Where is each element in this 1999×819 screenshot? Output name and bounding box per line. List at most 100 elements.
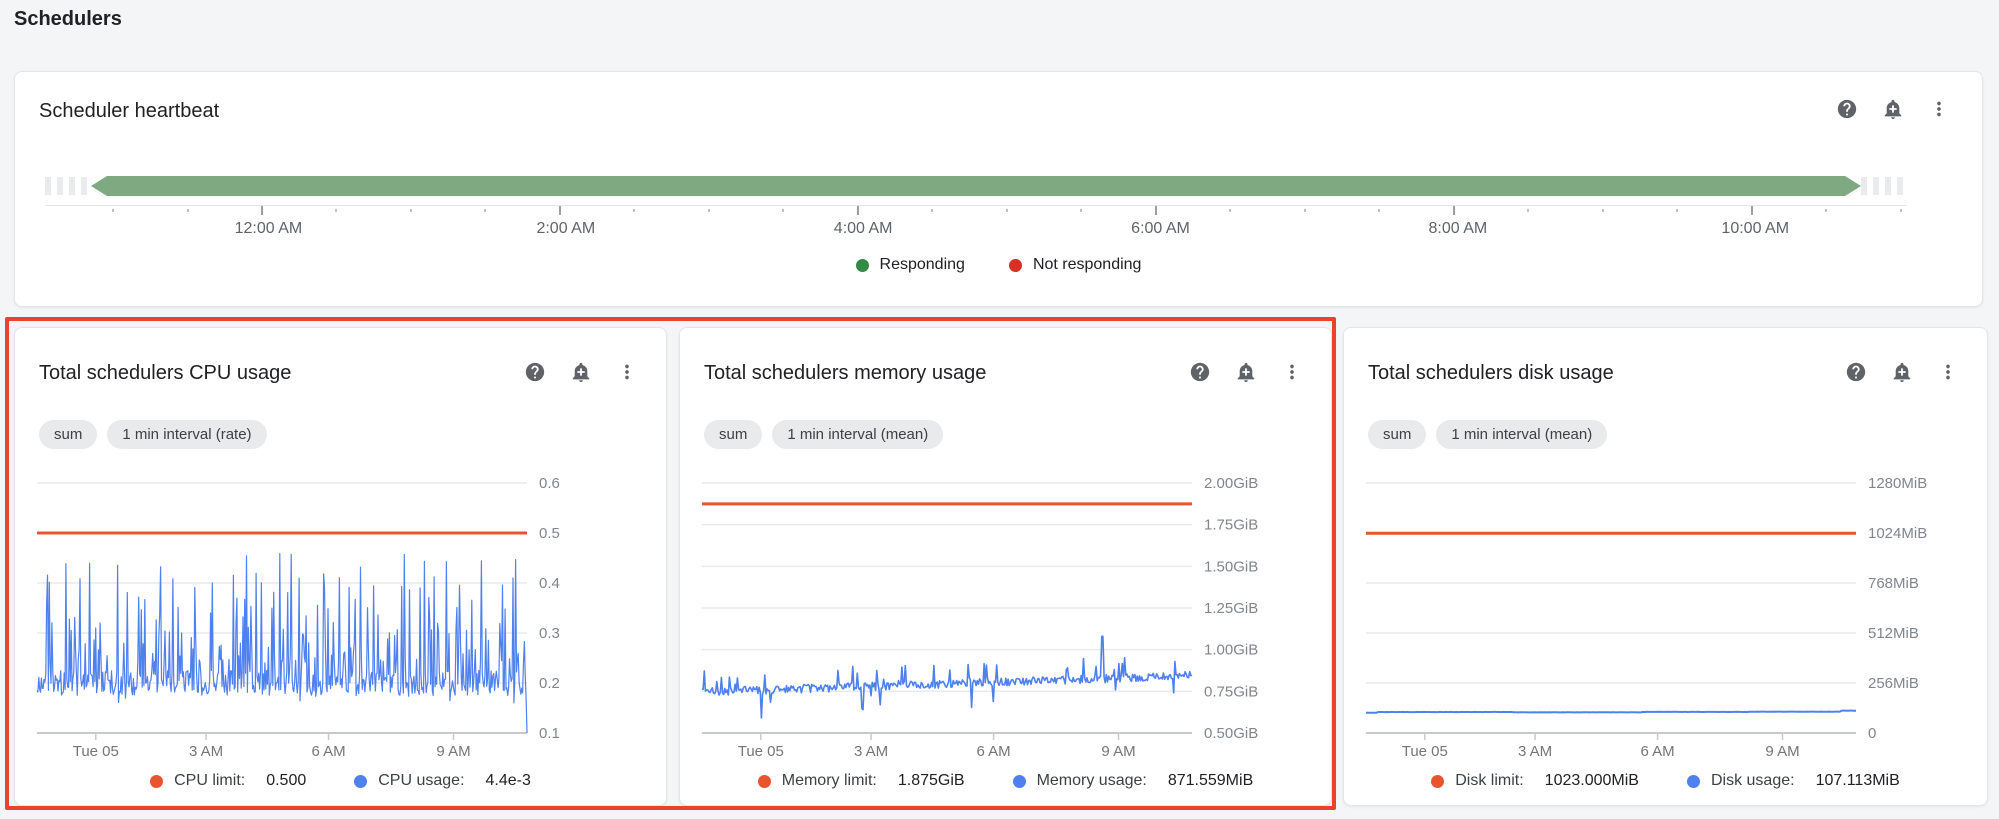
- x-tick-label: Tue 05: [73, 743, 119, 758]
- axis-minor-tick: [1899, 209, 1902, 212]
- more-options-icon[interactable]: [616, 361, 638, 383]
- help-icon[interactable]: [1189, 361, 1211, 383]
- x-tick-label: 3 AM: [854, 743, 888, 758]
- aggregation-chip-interval: 1 min interval (rate): [107, 420, 267, 449]
- add-alert-icon[interactable]: [1882, 98, 1904, 120]
- axis-minor-tick: [782, 209, 785, 212]
- more-options-icon[interactable]: [1281, 361, 1303, 383]
- y-tick-label: 2.00GiB: [1204, 475, 1258, 492]
- x-tick-label: 6 AM: [1640, 743, 1674, 758]
- disk-usage-chart[interactable]: 1280MiB 1024MiB 768MiB 512MiB 256MiB 0 Tue 05 3…: [1356, 458, 1956, 758]
- usage-line: [701, 635, 1193, 719]
- legend-label: CPU limit:: [174, 772, 246, 789]
- disk-usage-card: Total schedulers disk usage sum 1 min in…: [1343, 327, 1988, 806]
- axis-minor-tick: [707, 209, 710, 212]
- y-tick-label: 0.6: [539, 475, 560, 492]
- y-tick-label: 0.1: [539, 725, 560, 742]
- not-responding-dot: [1008, 258, 1022, 272]
- aggregation-chips: sum 1 min interval (mean): [704, 420, 944, 449]
- usage-series-dot: [1686, 774, 1700, 788]
- memory-usage-chart[interactable]: 2.00GiB 1.75GiB 1.50GiB 1.25GiB 1.00GiB 0.75G…: [692, 458, 1292, 758]
- x-tick-label: 9 AM: [1101, 743, 1135, 758]
- axis-minor-tick: [1378, 209, 1381, 212]
- time-label: 12:00 AM: [234, 220, 303, 237]
- time-label: 2:00 AM: [536, 220, 596, 237]
- usage-series-dot: [354, 774, 368, 788]
- y-tick-label: 1024MiB: [1868, 525, 1927, 542]
- y-tick-label: 512MiB: [1868, 625, 1919, 642]
- legend-label: CPU usage:: [378, 772, 465, 789]
- no-data-hatch-right: [1861, 177, 1907, 195]
- legend-label: Responding: [879, 256, 965, 273]
- axis-minor-tick: [1601, 209, 1604, 212]
- legend-item-usage: Disk usage: 107.113MiB: [1686, 772, 1900, 790]
- legend-label: Disk usage:: [1710, 772, 1795, 789]
- timeline-axis-line: [45, 205, 1907, 206]
- heartbeat-timeline[interactable]: [45, 176, 1907, 196]
- axis-minor-tick: [1676, 209, 1679, 212]
- legend-value: 871.559MiB: [1167, 772, 1254, 789]
- axis-minor-tick: [1825, 209, 1828, 212]
- axis-minor-tick: [186, 209, 189, 212]
- usage-line: [36, 552, 528, 734]
- y-tick-label: 0.2: [539, 675, 560, 692]
- help-icon[interactable]: [1836, 98, 1858, 120]
- cpu-usage-card: Total schedulers CPU usage sum 1 min int…: [14, 327, 667, 806]
- section-title: Schedulers: [14, 8, 122, 30]
- card-actions: [1189, 361, 1303, 383]
- y-tick-label: 0.75GiB: [1204, 683, 1258, 700]
- chart-legend: Memory limit: 1.875GiB Memory usage: 871…: [680, 772, 1331, 790]
- limit-series-dot: [757, 774, 771, 788]
- legend-item-not-responding: Not responding: [1008, 256, 1141, 274]
- y-tick-label: 0.3: [539, 625, 560, 642]
- usage-series-dot: [1012, 774, 1026, 788]
- aggregation-chip-sum: sum: [39, 420, 98, 449]
- y-tick-label: 1.25GiB: [1204, 600, 1258, 617]
- help-icon[interactable]: [524, 361, 546, 383]
- add-alert-icon[interactable]: [1891, 361, 1913, 383]
- card-title: Scheduler heartbeat: [39, 100, 220, 122]
- legend-value: 0.500: [266, 772, 307, 789]
- more-options-icon[interactable]: [1928, 98, 1950, 120]
- chart-legend: CPU limit: 0.500 CPU usage: 4.4e-3: [15, 772, 666, 790]
- axis-major-tick: [1452, 206, 1455, 215]
- legend-item-limit: Memory limit: 1.875GiB: [757, 772, 965, 790]
- legend-item-responding: Responding: [855, 256, 965, 274]
- legend-value: 107.113MiB: [1815, 772, 1900, 789]
- cpu-usage-chart[interactable]: 0.6 0.5 0.4 0.3 0.2 0.1 Tue 05 3 AM 6 AM 9 AM: [27, 458, 627, 758]
- x-tick-label: 9 AM: [1765, 743, 1799, 758]
- add-alert-icon[interactable]: [570, 361, 592, 383]
- more-options-icon[interactable]: [1937, 361, 1959, 383]
- x-tick-label: 6 AM: [976, 743, 1010, 758]
- chart-legend: Disk limit: 1023.000MiB Disk usage: 107.…: [1344, 772, 1987, 790]
- axis-minor-tick: [1527, 209, 1530, 212]
- y-tick-label: 256MiB: [1868, 675, 1919, 692]
- legend-label: Disk limit:: [1455, 772, 1524, 789]
- card-actions: [524, 361, 638, 383]
- axis-minor-tick: [335, 209, 338, 212]
- help-icon[interactable]: [1845, 361, 1867, 383]
- axis-major-tick: [558, 206, 561, 215]
- responding-dot: [855, 258, 869, 272]
- axis-minor-tick: [633, 209, 636, 212]
- x-tick-label: 3 AM: [189, 743, 223, 758]
- axis-minor-tick: [1005, 209, 1008, 212]
- time-label: 8:00 AM: [1428, 220, 1488, 237]
- y-tick-label: 1.75GiB: [1204, 517, 1258, 534]
- y-tick-label: 1.50GiB: [1204, 558, 1258, 575]
- x-tick-label: Tue 05: [1402, 743, 1448, 758]
- legend-value: 4.4e-3: [485, 772, 531, 789]
- time-label: 4:00 AM: [833, 220, 893, 237]
- usage-line: [1365, 709, 1856, 714]
- legend-item-limit: Disk limit: 1023.000MiB: [1431, 772, 1639, 790]
- aggregation-chip-interval: 1 min interval (mean): [1436, 420, 1608, 449]
- axis-minor-tick: [931, 209, 934, 212]
- limit-series-dot: [150, 774, 164, 788]
- add-alert-icon[interactable]: [1235, 361, 1257, 383]
- timeline-axis-labels: 12:00 AM 2:00 AM 4:00 AM 6:00 AM 8:00 AM 10:0…: [45, 220, 1907, 242]
- legend-value: 1023.000MiB: [1544, 772, 1639, 789]
- axis-minor-tick: [1229, 209, 1232, 212]
- aggregation-chips: sum 1 min interval (mean): [1368, 420, 1608, 449]
- card-title: Total schedulers disk usage: [1368, 362, 1614, 384]
- y-tick-label: 0.4: [539, 575, 560, 592]
